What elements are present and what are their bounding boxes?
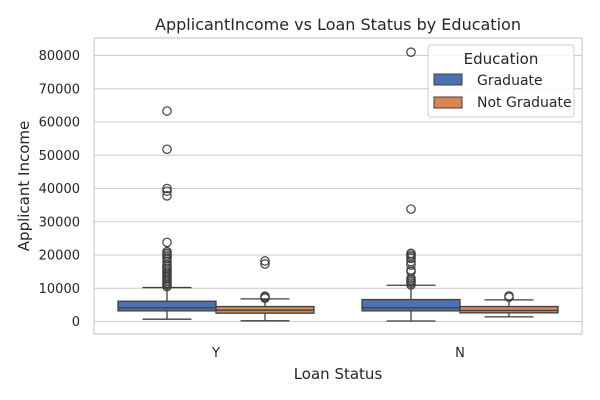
legend-swatch-graduate (433, 73, 463, 86)
box-group-graduate-n (361, 47, 461, 322)
outlier-point (162, 144, 172, 155)
legend: Education Graduate Not Graduate (427, 44, 575, 118)
box-group-not-graduate-n (459, 291, 559, 318)
outlier-point (260, 259, 270, 269)
plot-frame (93, 37, 583, 335)
y-tick-label: 50000 (39, 149, 80, 164)
iqr-box (117, 300, 217, 312)
y-tick-labels: 0 10000 20000 30000 40000 50000 60000 70000 8000… (39, 49, 80, 330)
gridlines (94, 55, 582, 322)
x-axis-label: Loan Status (294, 365, 383, 383)
y-tick-label: 40000 (39, 182, 80, 197)
outlier-point (260, 256, 270, 266)
legend-label-not-graduate: Not Graduate (477, 95, 572, 111)
outlier-point (162, 183, 172, 194)
y-axis-label: Applicant Income (15, 121, 33, 251)
outlier-point (162, 246, 172, 257)
outlier-point (162, 106, 172, 116)
outlier-point (162, 237, 172, 248)
outlier-point (504, 291, 514, 301)
y-tick-label: 20000 (39, 249, 80, 264)
iqr-box (361, 298, 461, 312)
outlier-point (162, 191, 172, 201)
x-tick-label-n: N (455, 346, 465, 361)
y-tick-label: 0 (72, 315, 80, 330)
legend-title: Education (464, 50, 539, 68)
y-tick-label: 30000 (39, 215, 80, 230)
outlier-point (260, 291, 270, 302)
outlier-point (406, 248, 416, 259)
boxes (117, 47, 559, 322)
chart-title: ApplicantIncome vs Loan Status by Educat… (155, 15, 521, 34)
x-tick-label-y: Y (211, 346, 220, 361)
outlier-point (406, 204, 416, 214)
outlier-point (162, 186, 172, 196)
y-tick-label: 80000 (39, 49, 80, 64)
iqr-box (459, 305, 559, 314)
legend-swatch-not-graduate (433, 96, 463, 109)
outlier-point (406, 47, 416, 57)
y-tick-label: 10000 (39, 282, 80, 297)
box-group-graduate-y (117, 106, 217, 320)
box-group-not-graduate-y (215, 256, 315, 322)
legend-box (427, 44, 575, 118)
legend-label-graduate: Graduate (477, 73, 543, 89)
y-tick-label: 60000 (39, 116, 80, 131)
y-tick-label: 70000 (39, 82, 80, 97)
